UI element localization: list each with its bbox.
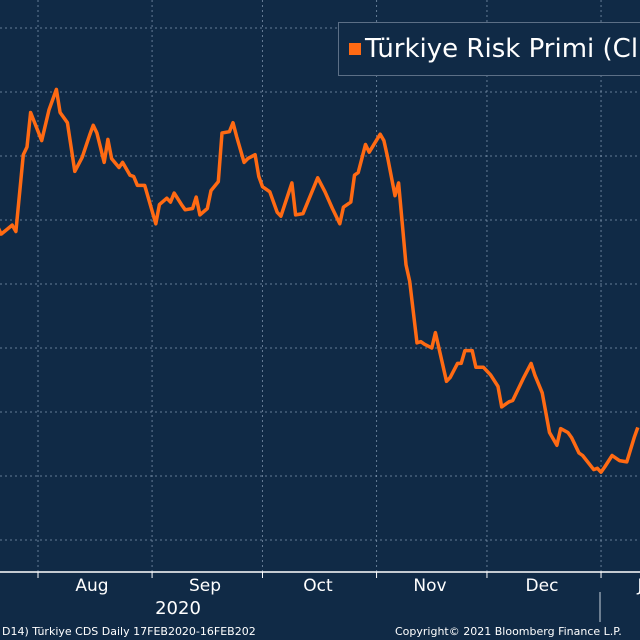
month-label-aug: Aug (75, 576, 109, 596)
legend-label: Türkiye Risk Primi (Cl (365, 34, 639, 64)
year-label: 2020 (155, 598, 201, 619)
month-label-nov: Nov (413, 576, 447, 596)
gridlines (0, 0, 640, 572)
footer-series-info: D14) Türkiye CDS Daily 17FEB2020-16FEB20… (2, 625, 256, 638)
footer-copyright: Copyright© 2021 Bloomberg Finance L.P. (395, 625, 622, 638)
month-label-dec: Dec (525, 576, 559, 596)
legend-swatch (349, 43, 361, 55)
month-label-jan: J (637, 576, 640, 596)
month-label-oct: Oct (303, 576, 333, 596)
series-line-turkiye-cds (0, 87, 640, 474)
legend: Türkiye Risk Primi (Cl (338, 22, 640, 76)
month-label-sep: Sep (188, 576, 222, 596)
x-axis-ticks (37, 572, 602, 578)
